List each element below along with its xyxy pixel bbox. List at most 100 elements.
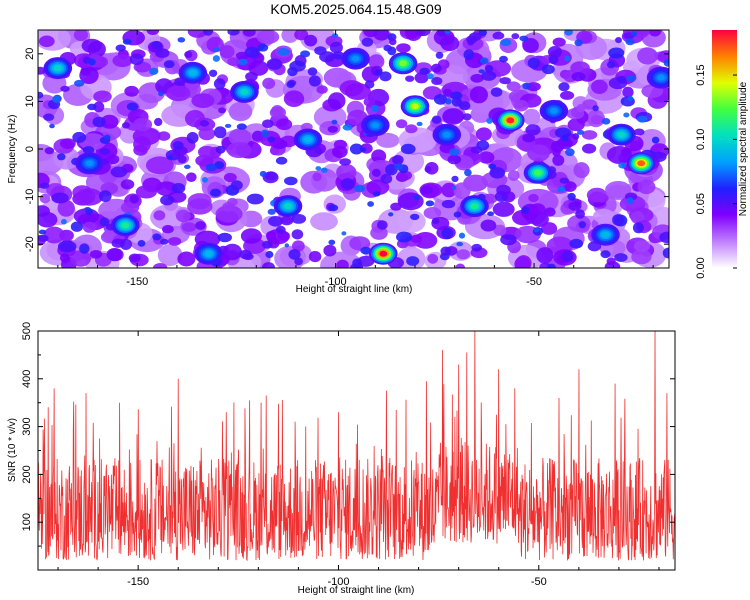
heatmap-blob (120, 201, 140, 214)
heatmap-blob (637, 179, 656, 195)
heatmap-blob (292, 240, 305, 252)
heatmap-blob (246, 193, 264, 205)
heatmap-blob (228, 128, 251, 146)
heatmap-blob (515, 255, 532, 268)
heatmap-blob (413, 194, 420, 201)
heatmap-blob (110, 166, 128, 178)
heatmap-blob (397, 210, 426, 233)
snr-axes: -150 -100 -50 100 200 300 400 500 (21, 322, 675, 588)
heatmap-blob (223, 172, 237, 183)
heatmap-blob (112, 54, 133, 68)
heatmap-blob (43, 113, 55, 121)
heatmap-blob (166, 85, 191, 102)
heatmap-blob (93, 90, 112, 103)
heatmap-blob (267, 136, 276, 143)
heatmap-blob (228, 101, 253, 122)
heatmap-blob (410, 213, 420, 221)
heatmap-blob (38, 35, 55, 48)
heatmap-blob (266, 58, 283, 70)
heatmap-blob (622, 86, 634, 98)
snr-y-axis-label: SNR (10 * v/v) (7, 418, 18, 482)
heatmap-peak (85, 160, 94, 167)
colorbar (712, 30, 737, 268)
heatmap-blob (527, 144, 550, 162)
heatmap-blob (605, 181, 632, 199)
heatmap-blob (184, 51, 193, 58)
heatmap-blob (57, 153, 66, 161)
heatmap-blob (275, 156, 288, 165)
heatmap-blob (61, 218, 67, 225)
heatmap-blob (89, 250, 103, 259)
heatmap-blob (92, 116, 106, 128)
heatmap-blob (614, 253, 628, 262)
heatmap-blob (376, 132, 400, 148)
heatmap-blob (662, 247, 669, 259)
heatmap-blob (578, 221, 586, 229)
heatmap-blob (145, 156, 174, 175)
heatmap-blob (75, 188, 103, 206)
heatmap-blob (424, 166, 432, 173)
heatmap-blob (187, 198, 213, 215)
heatmap-blob (111, 238, 125, 248)
heatmap-blob (135, 185, 157, 199)
heatmap-blob (617, 75, 627, 84)
heatmap-y-axis-label: Frequency (Hz) (7, 115, 18, 184)
heatmap-blob (406, 256, 420, 266)
heatmap-blob (623, 112, 630, 118)
heatmap-blob (315, 166, 322, 171)
heatmap-blob (511, 33, 520, 40)
heatmap-blob (52, 95, 61, 103)
heatmap-blob (633, 128, 645, 136)
heatmap-blob (99, 217, 110, 227)
heatmap-blob (577, 129, 585, 135)
heatmap-blob (462, 113, 472, 121)
heatmap-blob (368, 54, 385, 69)
heatmap-blob (541, 222, 558, 235)
snr-y-tick-label: 400 (21, 370, 33, 388)
heatmap-blob (307, 67, 318, 76)
heatmap-blob (260, 129, 269, 138)
heatmap-blob (177, 37, 186, 43)
heatmap-blob (44, 147, 55, 155)
heatmap-blob (38, 229, 47, 235)
snr-x-axis-label: Height of straight line (km) (298, 585, 415, 596)
heatmap-blob (275, 225, 286, 234)
snr-x-tick-label: -150 (127, 576, 149, 588)
heatmap-blob (421, 185, 433, 195)
heatmap-x-tick-label: -150 (126, 276, 148, 288)
heatmap-blob (435, 51, 444, 59)
heatmap-peak (284, 203, 292, 210)
heatmap-blob (396, 231, 413, 243)
heatmap-blob (262, 77, 276, 89)
heatmap-blob (637, 115, 648, 123)
heatmap-blob (367, 201, 374, 207)
heatmap-blob (637, 47, 658, 65)
heatmap-blob (383, 44, 393, 52)
heatmap-blob (396, 170, 413, 181)
heatmap-blob (218, 107, 226, 114)
heatmap-blob (612, 214, 625, 226)
heatmap-blob (137, 240, 146, 247)
heatmap-blob (431, 63, 442, 73)
heatmap-blob (541, 64, 555, 75)
heatmap-blob (84, 207, 91, 212)
snr-y-tick-label: 500 (21, 322, 33, 340)
heatmap-blob (593, 208, 615, 224)
heatmap-blob (567, 192, 576, 201)
heatmap-blob (206, 36, 224, 53)
heatmap-blob (552, 37, 566, 47)
heatmap-blob (149, 67, 159, 75)
heatmap-blob (441, 227, 454, 240)
heatmap-blob (329, 41, 343, 54)
heatmap-blob (146, 30, 160, 35)
heatmap-blob (499, 77, 511, 85)
heatmap-blob (533, 228, 540, 233)
heatmap-blob (39, 182, 50, 189)
heatmap-blob (222, 202, 235, 213)
heatmap-blob (336, 259, 349, 268)
heatmap-blob (554, 127, 572, 139)
heatmap-blob (106, 248, 123, 262)
heatmap-blob (425, 200, 435, 207)
heatmap-blob (371, 104, 379, 113)
